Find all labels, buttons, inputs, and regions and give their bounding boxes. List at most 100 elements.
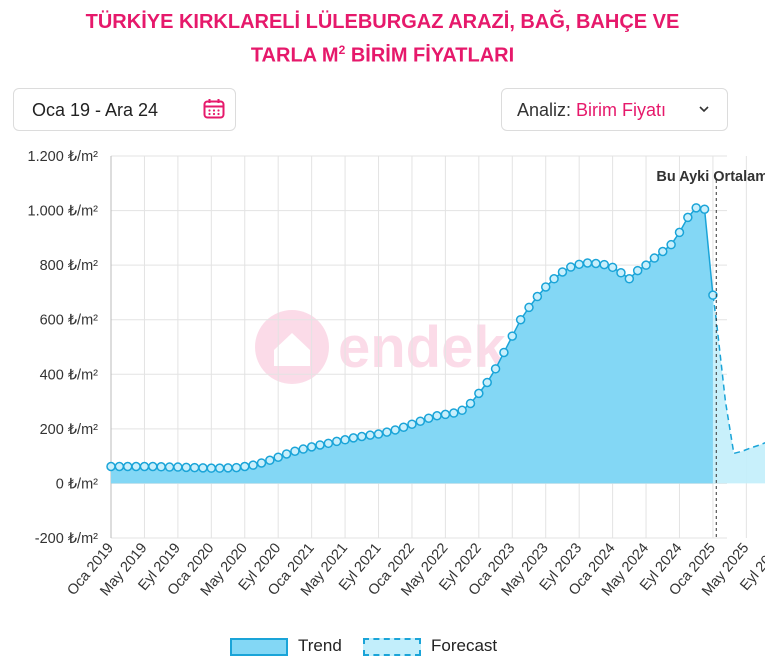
analysis-dropdown[interactable]: Analiz: Birim Fiyatı	[501, 88, 728, 131]
trend-point[interactable]	[591, 258, 601, 269]
trend-point[interactable]	[574, 259, 584, 270]
analysis-value: Birim Fiyatı	[576, 100, 667, 120]
calendar-icon[interactable]	[203, 98, 225, 120]
trend-point[interactable]	[515, 314, 526, 325]
legend-label-trend: Trend	[298, 636, 342, 655]
legend-swatch-forecast	[363, 637, 421, 656]
trend-point[interactable]	[566, 262, 576, 272]
trend-point[interactable]	[407, 419, 417, 429]
trend-point[interactable]	[340, 435, 350, 445]
chevron-down-icon[interactable]	[698, 104, 710, 114]
trend-point[interactable]	[164, 462, 175, 472]
trend-point[interactable]	[248, 460, 258, 470]
trend-point[interactable]	[474, 388, 484, 399]
legend-label-forecast: Forecast	[431, 636, 498, 655]
trend-point[interactable]	[156, 462, 166, 472]
trend-point[interactable]	[499, 347, 509, 358]
legend-swatch-trend	[230, 637, 288, 656]
date-range-picker[interactable]: Oca 19 - Ara 24	[13, 88, 236, 131]
trend-point[interactable]	[557, 267, 568, 277]
y-tick-label: 800 ₺/m²	[40, 258, 99, 274]
y-tick-label: -200 ₺/m²	[35, 531, 98, 547]
forecast-line	[712, 295, 765, 455]
trend-point[interactable]	[532, 291, 543, 302]
trend-point[interactable]	[231, 462, 242, 473]
y-tick-label: 0 ₺/m²	[56, 476, 98, 492]
trend-point[interactable]	[708, 290, 718, 300]
trend-area	[111, 207, 713, 484]
trend-point[interactable]	[440, 409, 451, 420]
trend-point[interactable]	[390, 425, 400, 435]
trend-point[interactable]	[206, 463, 217, 473]
trend-point[interactable]	[674, 227, 685, 238]
trend-point[interactable]	[616, 268, 626, 278]
trend-point[interactable]	[306, 442, 317, 452]
trend-point[interactable]	[699, 204, 710, 214]
trend-point[interactable]	[198, 463, 208, 473]
trend-point[interactable]	[214, 463, 225, 473]
legend-item-trend[interactable]: Trend	[230, 636, 342, 656]
trend-point[interactable]	[189, 462, 200, 473]
trend-point[interactable]	[641, 260, 651, 270]
trend-point[interactable]	[240, 461, 250, 472]
title-line-2: TARLA M2 BİRİM FİYATLARI	[250, 43, 515, 67]
analysis-label: Analiz: Birim Fiyatı	[517, 100, 667, 120]
trend-point[interactable]	[139, 461, 150, 472]
legend-item-forecast[interactable]: Forecast	[363, 636, 497, 656]
trend-point[interactable]	[432, 411, 442, 421]
trend-point[interactable]	[666, 239, 676, 250]
trend-point[interactable]	[348, 433, 359, 443]
trend-point[interactable]	[281, 449, 292, 459]
trend-point[interactable]	[683, 212, 693, 223]
trend-point[interactable]	[423, 413, 434, 423]
trend-point[interactable]	[599, 259, 609, 270]
trend-point[interactable]	[331, 436, 342, 447]
trend-point[interactable]	[482, 377, 492, 388]
trend-point[interactable]	[298, 444, 309, 454]
trend-point[interactable]	[265, 455, 275, 465]
trend-point[interactable]	[658, 246, 668, 257]
trend-point[interactable]	[624, 274, 635, 284]
trend-point[interactable]	[398, 422, 409, 432]
trend-point[interactable]	[415, 416, 426, 426]
trend-point[interactable]	[691, 203, 701, 213]
trend-point[interactable]	[114, 461, 125, 472]
trend-point[interactable]	[131, 461, 141, 472]
trend-point[interactable]	[256, 458, 267, 468]
trend-point[interactable]	[323, 438, 334, 449]
trend-point[interactable]	[181, 462, 191, 473]
trend-point[interactable]	[449, 408, 459, 418]
y-tick-label: 1.000 ₺/m²	[28, 204, 99, 220]
title-line-1: TÜRKİYE KIRKLARELİ LÜLEBURGAZ ARAZİ, BAĞ…	[85, 11, 680, 33]
trend-point[interactable]	[357, 431, 367, 442]
trend-point[interactable]	[122, 461, 133, 472]
trend-point[interactable]	[373, 429, 384, 439]
trend-point[interactable]	[540, 282, 551, 292]
trend-point[interactable]	[465, 398, 476, 409]
trend-point[interactable]	[106, 461, 116, 472]
trend-point[interactable]	[315, 440, 325, 450]
y-tick-label: 600 ₺/m²	[40, 313, 99, 329]
trend-point[interactable]	[507, 331, 518, 341]
current-month-label: Bu Ayki Ortalama	[656, 169, 765, 185]
forecast-area	[712, 295, 765, 484]
trend-point[interactable]	[148, 461, 158, 472]
trend-point[interactable]	[365, 430, 375, 440]
trend-point[interactable]	[290, 446, 300, 456]
trend-point[interactable]	[607, 262, 618, 273]
trend-point[interactable]	[549, 274, 559, 284]
trend-point[interactable]	[649, 253, 660, 263]
trend-point[interactable]	[382, 427, 392, 437]
trend-point[interactable]	[457, 405, 467, 416]
trend-point[interactable]	[632, 265, 643, 276]
trend-point[interactable]	[524, 302, 534, 313]
trend-point[interactable]	[173, 462, 183, 472]
trend-point[interactable]	[490, 364, 501, 374]
trend-point[interactable]	[582, 258, 593, 268]
y-tick-label: 1.200 ₺/m²	[28, 149, 99, 165]
trend-point[interactable]	[273, 452, 283, 462]
trend-point[interactable]	[223, 463, 233, 473]
y-tick-label: 200 ₺/m²	[40, 422, 99, 438]
date-range-text: Oca 19 - Ara 24	[32, 100, 159, 120]
